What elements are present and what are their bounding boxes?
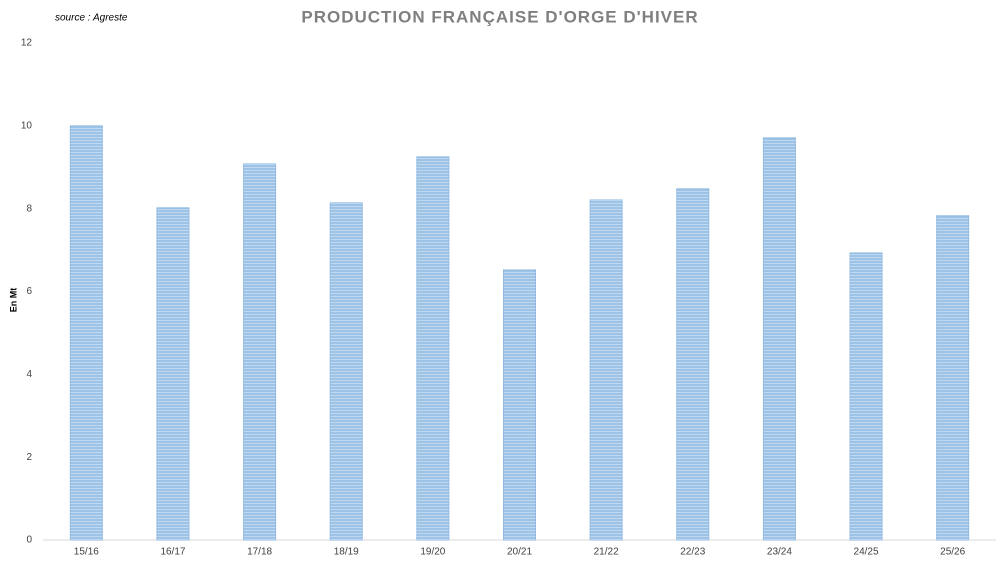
y-tick-label: 6 xyxy=(26,286,32,297)
bar-texture xyxy=(590,199,623,540)
bar-texture xyxy=(70,125,103,540)
x-tick-label: 24/25 xyxy=(854,547,879,558)
x-tick-label: 22/23 xyxy=(680,547,705,558)
x-tick-label: 23/24 xyxy=(767,547,792,558)
y-tick-label: 2 xyxy=(26,452,32,463)
x-tick-label: 18/19 xyxy=(334,547,359,558)
x-tick-label: 15/16 xyxy=(74,547,99,558)
bar-texture xyxy=(330,202,363,540)
x-tick-label: 16/17 xyxy=(160,547,185,558)
x-tick-label: 19/20 xyxy=(420,547,445,558)
bar-texture xyxy=(503,269,536,540)
bar-texture xyxy=(243,163,276,541)
bar-texture xyxy=(156,207,189,541)
y-tick-label: 0 xyxy=(26,535,32,546)
chart-title: PRODUCTION FRANÇAISE D'ORGE D'HIVER xyxy=(301,7,698,26)
x-tick-label: 17/18 xyxy=(247,547,272,558)
x-tick-label: 20/21 xyxy=(507,547,532,558)
y-tick-label: 10 xyxy=(21,120,33,131)
x-tick-label: 25/26 xyxy=(940,547,965,558)
y-tick-label: 4 xyxy=(26,369,32,380)
y-tick-label: 12 xyxy=(21,38,33,49)
bar-texture xyxy=(850,252,883,541)
bar-texture xyxy=(416,156,449,541)
bar-texture xyxy=(763,137,796,540)
y-axis-label: En Mt xyxy=(8,288,18,313)
x-tick-label: 21/22 xyxy=(594,547,619,558)
y-tick-label: 8 xyxy=(26,203,32,214)
bar-texture xyxy=(676,188,709,540)
bar-texture xyxy=(936,215,969,540)
source-note: source : Agreste xyxy=(55,13,128,24)
